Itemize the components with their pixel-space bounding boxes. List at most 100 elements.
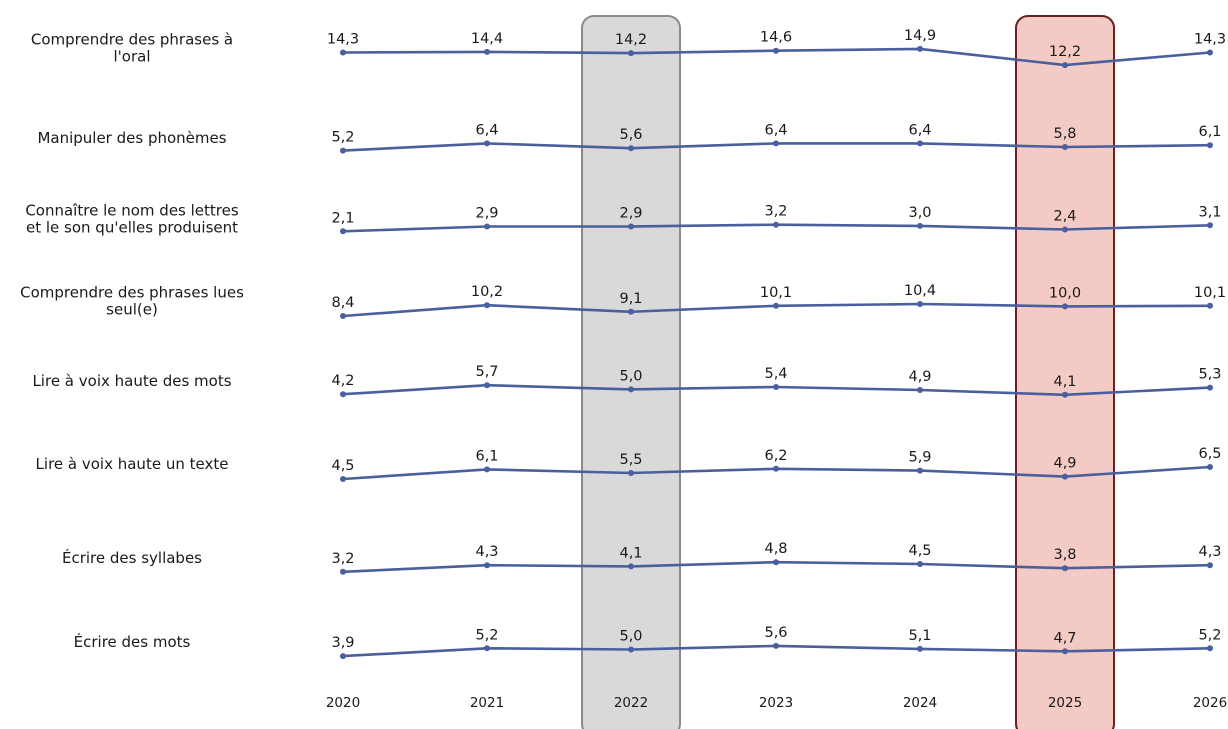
data-label: 4,9 [908, 369, 931, 385]
data-label: 10,2 [471, 284, 503, 300]
data-label: 4,8 [764, 541, 787, 557]
data-point [1062, 565, 1068, 572]
data-point [1062, 648, 1068, 655]
row-label-line: Manipuler des phonèmes [37, 129, 226, 147]
data-point [628, 308, 634, 315]
data-label: 6,2 [764, 448, 787, 464]
data-label: 4,7 [1053, 630, 1076, 646]
data-label: 3,2 [764, 204, 787, 220]
data-point [1062, 226, 1068, 233]
data-label: 4,3 [1198, 544, 1221, 560]
data-label: 4,9 [1053, 456, 1076, 472]
highlight-band-2022 [581, 15, 681, 729]
data-label: 5,6 [619, 127, 642, 143]
data-point [1207, 49, 1213, 56]
data-label: 2,4 [1053, 209, 1076, 225]
data-label: 3,0 [908, 205, 931, 221]
x-tick-label: 2023 [759, 695, 793, 711]
highlight-bands [581, 15, 1115, 729]
data-label: 5,2 [331, 130, 354, 146]
x-tick-label: 2024 [903, 695, 937, 711]
data-point [773, 559, 779, 566]
data-point [917, 561, 923, 567]
data-point [484, 223, 490, 230]
x-tick-label: 2026 [1193, 695, 1227, 711]
data-point [340, 313, 346, 319]
data-label: 6,4 [908, 122, 931, 138]
row-label-line: Lire à voix haute un texte [36, 455, 229, 473]
data-point [340, 391, 346, 398]
data-point [484, 562, 490, 569]
data-label: 3,8 [1053, 547, 1076, 563]
data-point [628, 470, 634, 476]
data-label: 4,5 [908, 543, 931, 559]
plot-area: 14,3 14,4 14,2 14,6 14,9 12,2 14,3 5,2 6,4 5,6 6,4… [327, 28, 1226, 660]
row-label-line: Comprendre des phrases à [31, 31, 233, 49]
row-label-line: l'oral [114, 48, 151, 66]
row-label-line: Écrire des mots [74, 632, 191, 651]
data-point [917, 45, 923, 52]
data-label: 5,2 [1198, 627, 1221, 643]
data-label: 5,4 [764, 366, 787, 382]
data-point [917, 645, 923, 652]
data-label: 10,4 [904, 283, 936, 299]
row-label-line: et le son qu'elles produisent [26, 219, 238, 237]
row-label-line: Écrire des syllabes [62, 548, 202, 567]
row-label-line: Connaître le nom des lettres [25, 202, 239, 220]
data-label: 2,1 [331, 210, 354, 226]
data-point [628, 563, 634, 570]
data-point [628, 50, 634, 57]
data-label: 14,2 [615, 32, 647, 48]
data-label: 5,6 [764, 625, 787, 641]
data-point [773, 465, 779, 472]
data-point [340, 228, 346, 235]
data-point [340, 568, 346, 575]
data-label: 14,6 [760, 30, 792, 46]
x-tick-label: 2025 [1048, 695, 1082, 711]
data-label: 12,2 [1049, 44, 1081, 60]
data-label: 10,0 [1049, 285, 1081, 301]
data-point [1062, 62, 1068, 69]
data-label: 10,1 [760, 285, 792, 301]
data-point [917, 301, 923, 307]
data-point [917, 387, 923, 393]
data-point [917, 140, 923, 147]
data-label: 14,9 [904, 28, 936, 44]
data-label: 5,5 [619, 452, 642, 468]
data-point [484, 382, 490, 389]
data-label: 5,1 [908, 628, 931, 644]
data-label: 3,2 [331, 551, 354, 567]
data-label: 5,0 [619, 629, 642, 645]
data-label: 5,0 [619, 368, 642, 384]
data-label: 4,1 [619, 545, 642, 561]
x-tick-label: 2020 [326, 695, 360, 711]
data-label: 6,1 [1198, 124, 1221, 140]
data-point [484, 645, 490, 652]
data-label: 6,4 [475, 122, 498, 138]
data-point [1207, 302, 1213, 309]
row-label-line: Lire à voix haute des mots [32, 372, 231, 390]
data-point [773, 642, 779, 649]
data-label: 9,1 [619, 291, 642, 307]
data-label: 2,9 [475, 206, 498, 222]
row-label-line: Comprendre des phrases lues [20, 284, 244, 302]
data-label: 4,5 [331, 458, 354, 474]
data-label: 3,1 [1198, 204, 1221, 220]
data-point [628, 145, 634, 152]
data-point [340, 49, 346, 56]
data-label: 6,4 [764, 122, 787, 138]
data-point [484, 140, 490, 147]
data-point [484, 466, 490, 473]
data-label: 3,9 [331, 635, 354, 651]
data-label: 5,2 [475, 627, 498, 643]
data-point [1062, 144, 1068, 150]
data-point [773, 140, 779, 147]
data-label: 4,1 [1053, 374, 1076, 390]
data-point [917, 467, 923, 474]
data-label: 5,8 [1053, 126, 1076, 142]
data-label: 5,9 [908, 450, 931, 466]
data-label: 4,3 [475, 544, 498, 560]
data-point [484, 302, 490, 309]
data-point [628, 386, 634, 393]
